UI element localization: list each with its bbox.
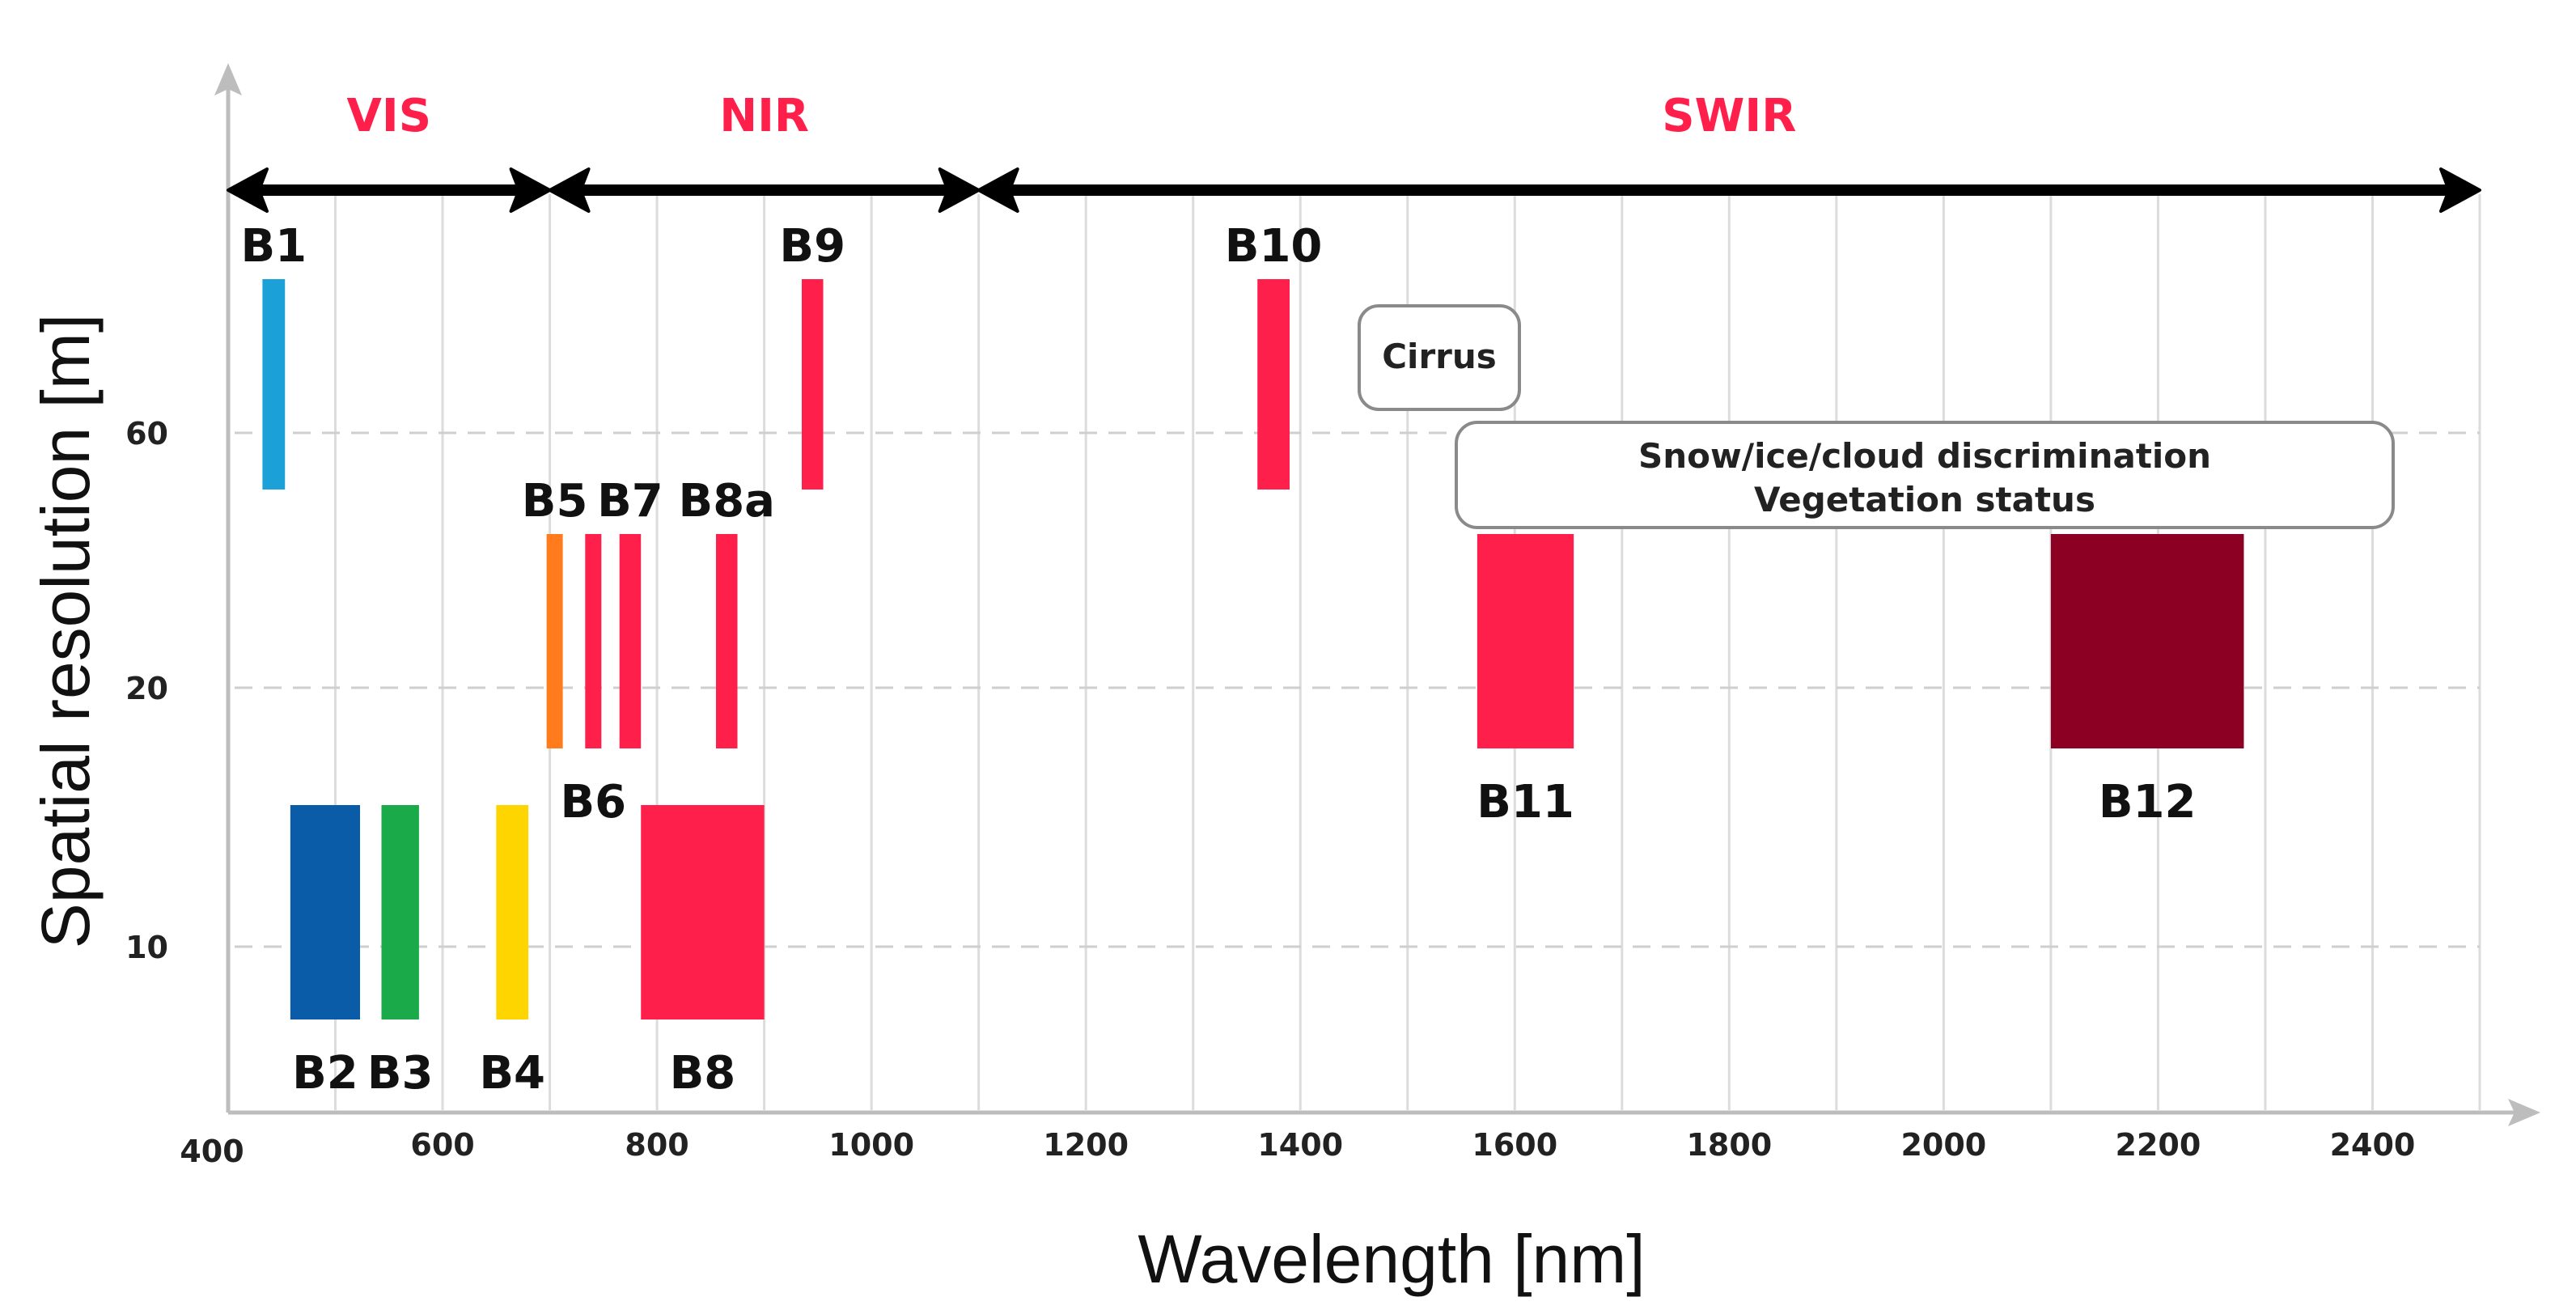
band-label: B6 bbox=[560, 776, 626, 829]
region-arrow-right-head bbox=[938, 167, 981, 213]
y-tick-label: 60 bbox=[125, 416, 168, 451]
band-bar bbox=[290, 805, 361, 1019]
annotations: Cirrus Snow/ice/cloud discrimination Veget… bbox=[1358, 304, 2395, 529]
band-label: B8 bbox=[670, 1047, 736, 1100]
x-tick-label: 1600 bbox=[1472, 1127, 1557, 1163]
x-tick-label: 600 bbox=[410, 1127, 474, 1163]
band-bar bbox=[1477, 534, 1574, 748]
region-arrow-right-head bbox=[509, 167, 552, 213]
band-bar bbox=[619, 534, 642, 748]
band-label: B8a bbox=[679, 475, 775, 528]
band-label: B11 bbox=[1477, 776, 1574, 829]
band-label: B2 bbox=[292, 1047, 358, 1100]
y-tick-label: 20 bbox=[125, 671, 168, 706]
region-label: VIS bbox=[347, 90, 432, 142]
y-axis-arrowhead bbox=[214, 63, 242, 95]
x-tick-label: 2400 bbox=[2330, 1127, 2416, 1163]
x-tick-label: 800 bbox=[625, 1127, 688, 1163]
band-label: B4 bbox=[479, 1047, 545, 1100]
region-arrow-left-head bbox=[977, 167, 1019, 213]
band-label: B9 bbox=[779, 220, 845, 273]
x-tick-label: 1800 bbox=[1686, 1127, 1772, 1163]
x-axis-arrowhead bbox=[2508, 1099, 2540, 1126]
cirrus-note: Cirrus bbox=[1382, 337, 1497, 376]
band-bars bbox=[262, 279, 2244, 1019]
region-arrow-left-head bbox=[227, 167, 269, 213]
band-bar bbox=[381, 805, 419, 1019]
band-label: B3 bbox=[367, 1047, 434, 1100]
band-bar bbox=[1257, 279, 1290, 490]
band-bar bbox=[546, 534, 563, 748]
band-label: B1 bbox=[240, 220, 307, 273]
x-axis-title: Wavelength [nm] bbox=[1138, 1221, 1645, 1297]
snow-ice-note-line2: Vegetation status bbox=[1754, 480, 2095, 519]
x-tick-label: 2000 bbox=[1900, 1127, 1986, 1163]
region-label: NIR bbox=[719, 90, 809, 142]
snow-ice-note-line1: Snow/ice/cloud discrimination bbox=[1638, 436, 2211, 476]
band-bar bbox=[715, 534, 738, 748]
band-bar bbox=[585, 534, 602, 748]
x-tick-label: 1400 bbox=[1257, 1127, 1343, 1163]
spectral-regions: VIS NIR SWIR bbox=[227, 90, 2481, 213]
cirrus-box bbox=[1358, 304, 1521, 411]
band-label: B5 bbox=[522, 475, 588, 528]
y-axis-title: Spatial resolution [m] bbox=[28, 314, 104, 948]
snow-ice-box bbox=[1455, 421, 2395, 529]
region-arrow-right-head bbox=[2439, 167, 2481, 213]
y-tick-label: 10 bbox=[125, 930, 168, 965]
band-bar bbox=[802, 279, 824, 490]
band-labels: B1 B2 B3 B4 B5 B6 B7 B8 B8a B9 B10 B11 B12 bbox=[240, 220, 2196, 1100]
region-label: SWIR bbox=[1662, 90, 1796, 142]
band-label: B7 bbox=[597, 475, 663, 528]
band-bar bbox=[641, 805, 765, 1019]
band-label: B12 bbox=[2099, 776, 2197, 829]
band-bar bbox=[2050, 534, 2244, 748]
band-bar bbox=[262, 279, 286, 490]
axes: 10 20 60 400 600 800 1000 1200 1400 1600 1800 2000 2… bbox=[125, 63, 2540, 1169]
region-arrow-left-head bbox=[548, 167, 591, 213]
x-tick-label: 2200 bbox=[2116, 1127, 2201, 1163]
x-tick-label: 1000 bbox=[828, 1127, 914, 1163]
band-bar bbox=[496, 805, 529, 1019]
x-tick-label: 1200 bbox=[1043, 1127, 1129, 1163]
band-label: B10 bbox=[1225, 220, 1323, 273]
x-tick-label: 400 bbox=[180, 1134, 244, 1169]
